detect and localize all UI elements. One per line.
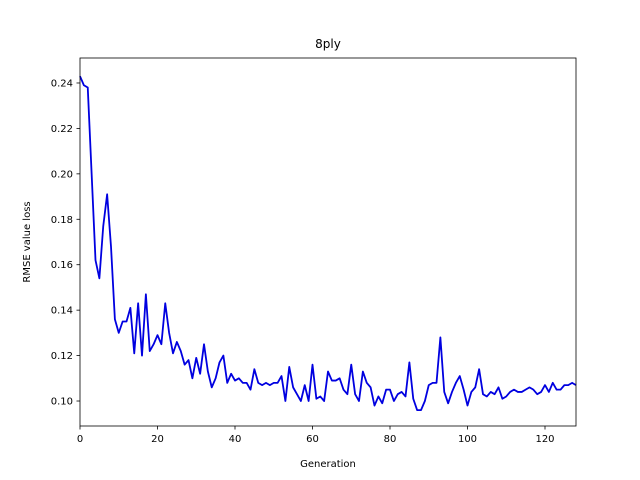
y-axis-title: RMSE value loss [22,201,33,282]
series-line [79,75,577,412]
axis-ticks: 0 20 40 60 80 100 120 0.10 0.12 0.14 0.16 0.18 0.20 0… [51,78,555,445]
x-tick-label: 40 [229,434,242,445]
y-tick-label: 0.14 [51,306,73,317]
x-tick-label: 120 [535,434,554,445]
x-tick-label: 60 [306,434,319,445]
y-tick-label: 0.16 [51,260,73,271]
x-tick-label: 100 [458,434,477,445]
plot-frame [79,57,577,427]
x-tick-label: 80 [384,434,397,445]
chart-title: 8ply [315,37,341,51]
x-tick-label: 20 [151,434,164,445]
y-tick-label: 0.22 [51,124,73,135]
y-tick-label: 0.24 [51,78,73,89]
y-tick-label: 0.12 [51,351,73,362]
y-tick-label: 0.20 [51,169,73,180]
x-axis-title: Generation [300,459,356,470]
y-tick-label: 0.18 [51,215,73,226]
x-tick-label: 0 [77,434,83,445]
y-tick-label: 0.10 [51,397,73,408]
